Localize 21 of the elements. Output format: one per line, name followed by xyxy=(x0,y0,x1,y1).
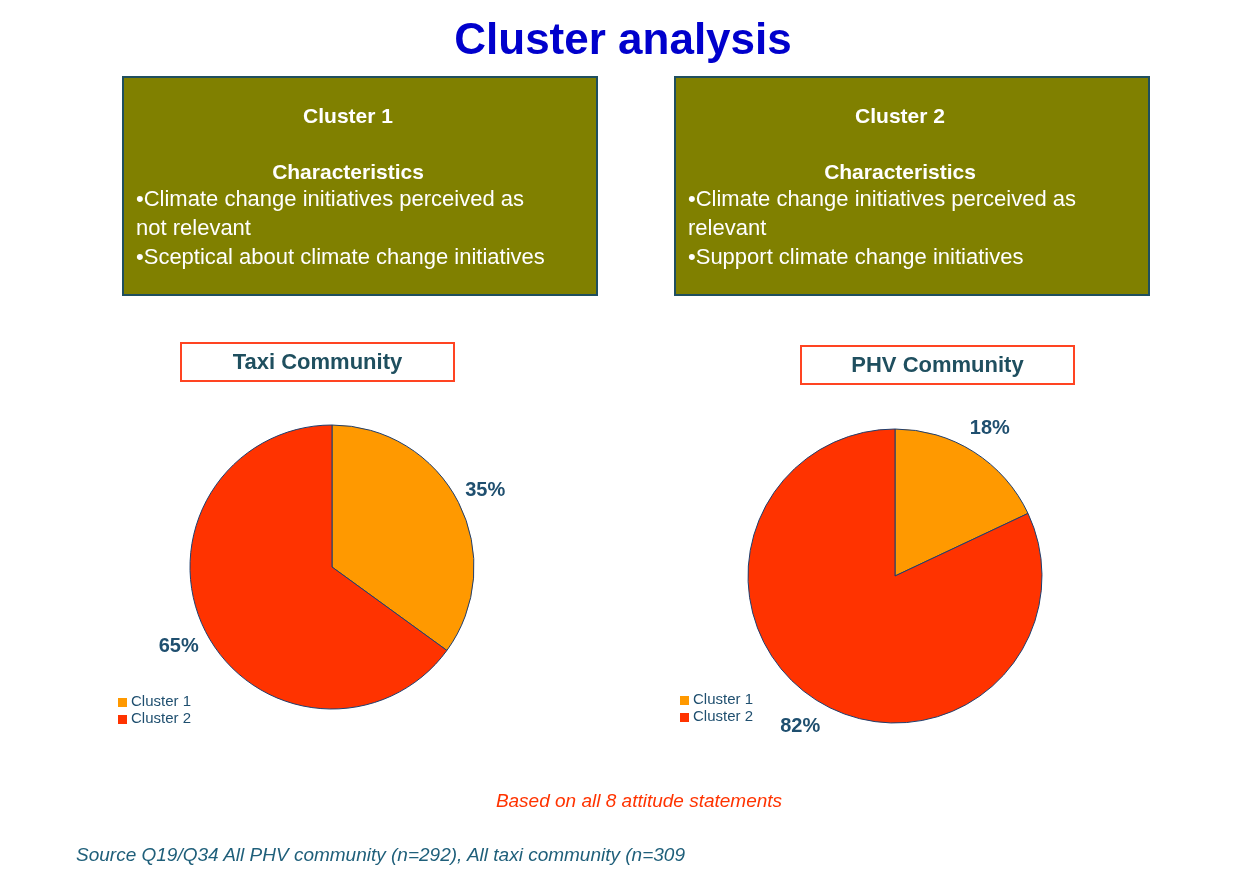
text: •Climate change initiatives perceived as relevant xyxy=(688,185,1077,242)
data-label: 65% xyxy=(158,634,199,657)
data-label: 35% xyxy=(465,477,506,500)
text: Cluster 2 xyxy=(854,104,946,128)
data-label: 82% xyxy=(780,714,821,737)
text: Based on all 8 attitude statements xyxy=(494,790,784,812)
chart-title: PHV Community xyxy=(800,345,1075,385)
legend-label: Cluster 2 xyxy=(693,707,754,724)
legend-label: Cluster 1 xyxy=(131,692,192,709)
text: •Climate change initiatives perceived as not relevant xyxy=(136,185,525,242)
text: Characteristics xyxy=(271,160,425,184)
legend-label: Cluster 2 xyxy=(131,709,192,726)
data-label: 18% xyxy=(969,415,1011,438)
source-note: Source Q19/Q34 All PHV community (n=292), All taxi community (n=309 xyxy=(76,844,685,866)
chart-title: Taxi Community xyxy=(180,342,455,382)
legend-label: Cluster 1 xyxy=(693,690,754,707)
text: Cluster analysis xyxy=(453,14,793,64)
text: Cluster 1 xyxy=(302,104,394,128)
text: •Support climate change initiatives xyxy=(688,243,1025,271)
text: •Sceptical about climate change initiatives xyxy=(136,243,546,271)
text: Characteristics xyxy=(823,160,977,184)
